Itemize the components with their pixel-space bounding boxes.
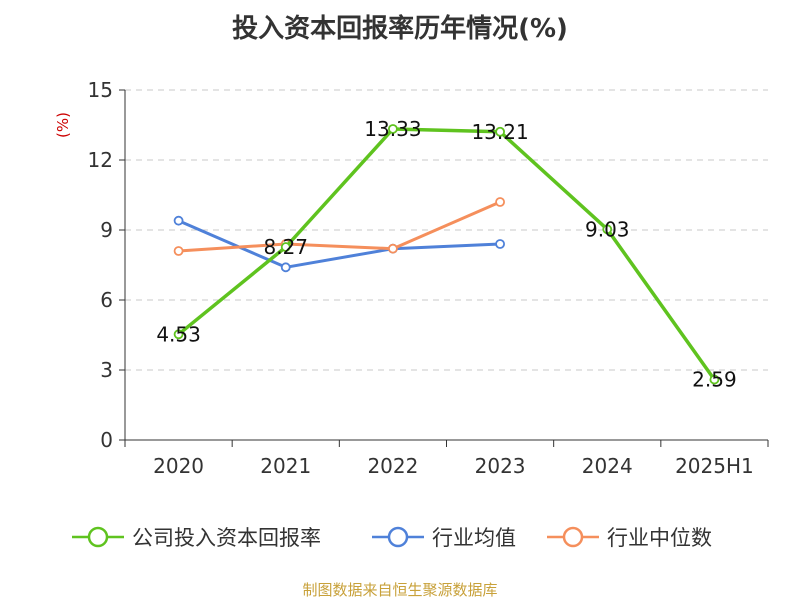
series-line-2: [177, 200, 502, 253]
y-axis-unit: (%): [54, 112, 72, 138]
data-label: 2.59: [692, 368, 737, 392]
x-tick-label: 2020: [153, 454, 204, 478]
legend-marker: [87, 526, 109, 548]
legend[interactable]: 公司投入资本回报率 行业均值 行业中位数: [72, 526, 712, 550]
series-lines: [173, 124, 720, 385]
y-tick-label: 0: [100, 428, 113, 452]
data-labels: 4.53 8.27 13.33 13.21 9.03 2.59: [156, 117, 736, 392]
data-point: [495, 239, 505, 249]
gridlines: [125, 89, 768, 371]
legend-label: 公司投入资本回报率: [132, 526, 321, 550]
legend-label: 行业均值: [432, 526, 516, 550]
data-point: [709, 374, 720, 385]
data-point: [173, 215, 184, 226]
data-label: 4.53: [156, 322, 201, 346]
x-tick-label: 2023: [475, 454, 526, 478]
y-tick-label: 15: [88, 78, 113, 102]
legend-item-1[interactable]: 行业均值: [372, 526, 516, 550]
data-point: [388, 124, 398, 134]
legend-label: 行业中位数: [607, 526, 712, 550]
data-label: 13.21: [471, 120, 528, 144]
data-point: [173, 246, 184, 256]
series-line-0: [176, 127, 717, 382]
legend-marker: [387, 526, 409, 548]
data-point: [388, 243, 398, 254]
legend-marker: [562, 526, 584, 548]
x-tick-label: 2025H1: [675, 454, 754, 478]
y-tick-label: 6: [100, 288, 113, 312]
y-tick-label: 9: [100, 218, 113, 242]
y-tick-label: 12: [88, 148, 113, 172]
legend-item-2[interactable]: 行业中位数: [547, 526, 712, 550]
source-note: 制图数据来自恒生聚源数据库: [302, 581, 498, 599]
x-tick-label: 2024: [582, 454, 633, 478]
y-tick-label: 3: [100, 358, 113, 382]
data-point: [173, 329, 184, 340]
data-point: [495, 126, 505, 137]
legend-item-0[interactable]: 公司投入资本回报率: [72, 526, 321, 550]
data-point: [495, 197, 505, 207]
data-point: [602, 224, 613, 235]
axes: 0 3 6 9 12 15 2020 2021 2022 2023 2024 2025H1 (%): [54, 78, 769, 478]
data-point: [280, 262, 291, 273]
data-label: 9.03: [585, 217, 630, 241]
chart-title: 投入资本回报率历年情况(%): [232, 14, 568, 44]
series-line-1: [177, 219, 502, 269]
x-tick-label: 2021: [260, 454, 311, 478]
data-label: 13.33: [364, 117, 421, 141]
x-tick-label: 2022: [367, 454, 418, 478]
data-label: 8.27: [263, 235, 308, 259]
data-point: [280, 242, 291, 252]
